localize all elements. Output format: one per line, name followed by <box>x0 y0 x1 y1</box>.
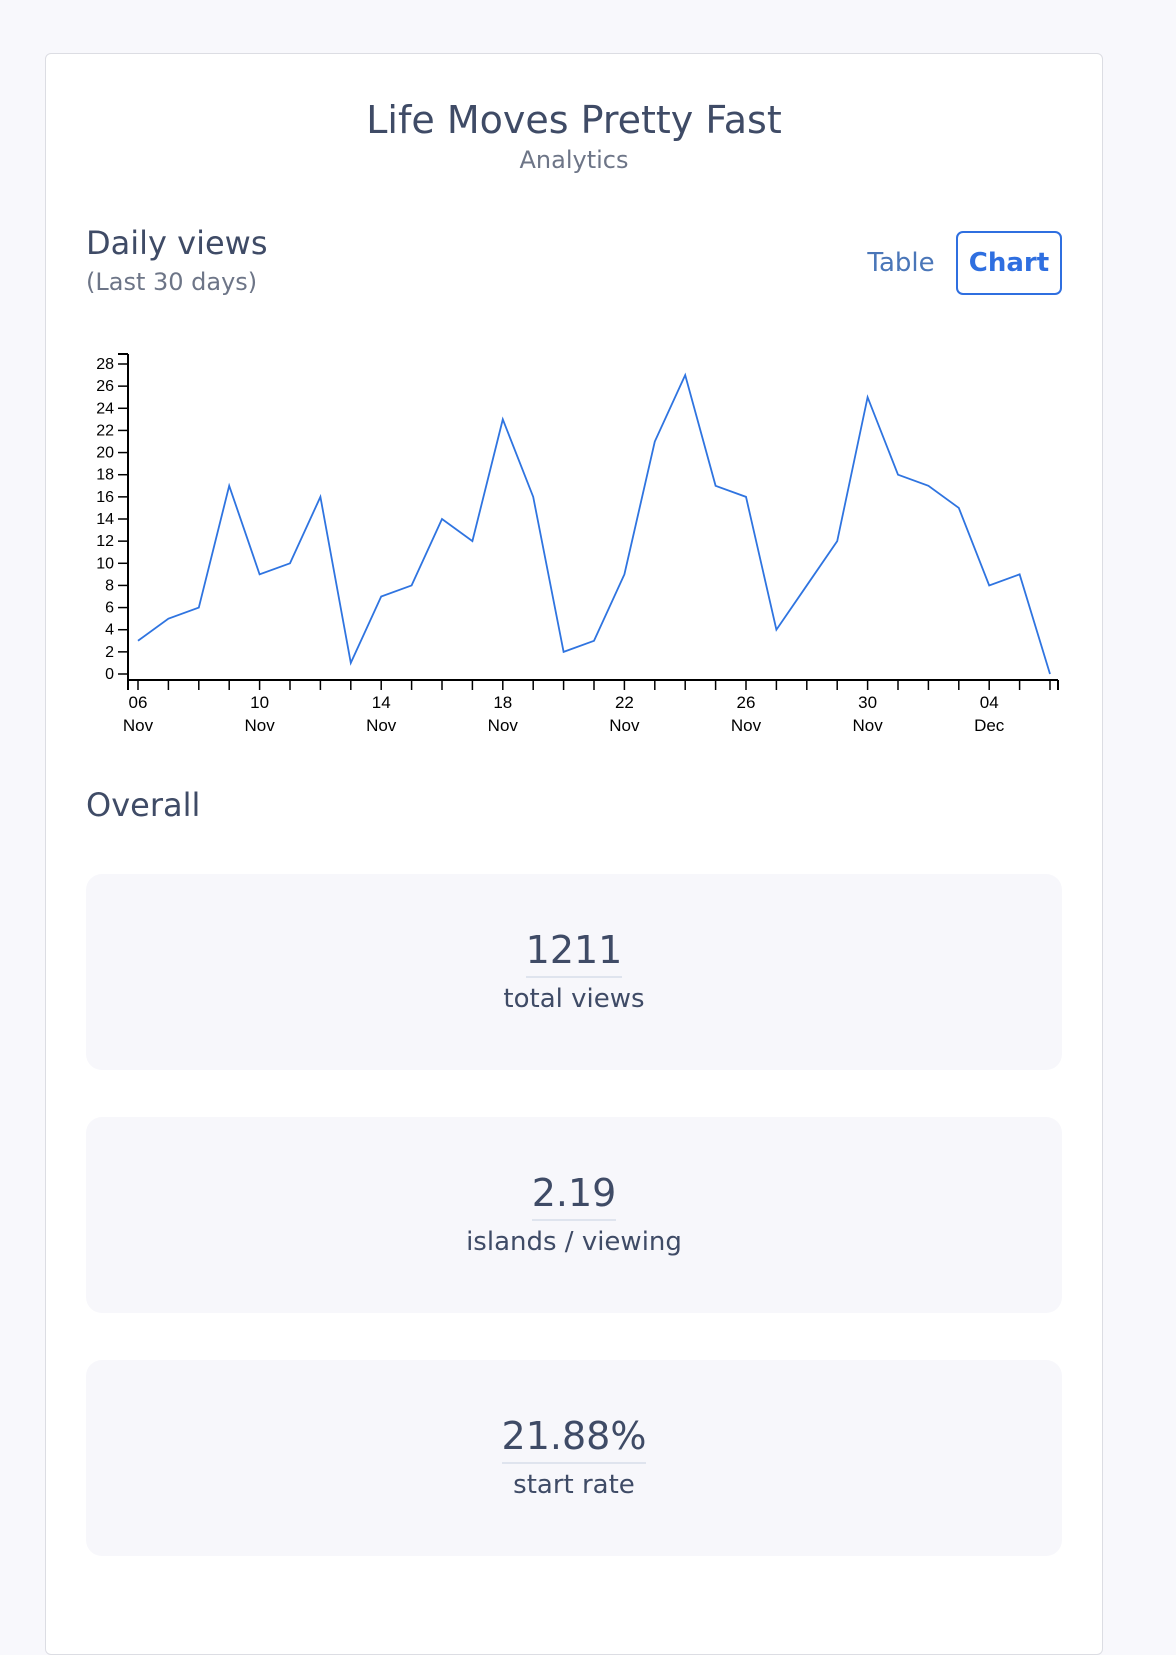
stat-label: total views <box>86 984 1062 1014</box>
y-tick-label: 8 <box>105 577 114 594</box>
x-tick-label-day: 30 <box>858 693 877 712</box>
y-tick-label: 26 <box>96 378 114 395</box>
page-subtitle: Analytics <box>46 146 1102 174</box>
daily-views-title: Daily views <box>86 224 268 262</box>
analytics-card: Life Moves Pretty Fast Analytics Daily v… <box>45 53 1103 1655</box>
stat-value: 1211 <box>526 928 623 978</box>
table-toggle-button[interactable]: Table <box>856 232 946 294</box>
y-tick-label: 12 <box>96 533 114 550</box>
y-tick-label: 4 <box>105 622 114 639</box>
stat-value: 2.19 <box>532 1171 617 1221</box>
x-tick-label-day: 26 <box>737 693 756 712</box>
x-tick-label-month: Nov <box>852 716 883 735</box>
overall-title: Overall <box>86 786 200 824</box>
y-tick-label: 10 <box>96 555 114 572</box>
stat-value: 21.88% <box>502 1414 647 1464</box>
y-tick-label: 6 <box>105 600 114 617</box>
y-tick-label: 22 <box>96 422 114 439</box>
y-tick-label: 0 <box>105 666 114 683</box>
x-tick-label-month: Nov <box>366 716 397 735</box>
x-tick-label-month: Dec <box>974 716 1005 735</box>
y-tick-label: 16 <box>96 489 114 506</box>
x-tick-label-month: Nov <box>731 716 762 735</box>
chart-toggle-button[interactable]: Chart <box>956 231 1062 295</box>
x-tick-label-day: 06 <box>129 693 148 712</box>
stat-card-total-views: 1211 total views <box>86 874 1062 1070</box>
stat-label: islands / viewing <box>86 1227 1062 1257</box>
daily-views-chart: 024681012141618202224262806Nov10Nov14Nov… <box>76 344 1076 754</box>
x-tick-label-day: 14 <box>372 693 391 712</box>
stat-card-start-rate: 21.88% start rate <box>86 1360 1062 1556</box>
x-tick-label-month: Nov <box>609 716 640 735</box>
y-tick-label: 20 <box>96 445 114 462</box>
x-tick-label-month: Nov <box>488 716 519 735</box>
y-tick-label: 2 <box>105 644 114 661</box>
x-tick-label-month: Nov <box>244 716 275 735</box>
daily-views-subtitle: (Last 30 days) <box>86 268 257 296</box>
x-tick-label-day: 10 <box>250 693 269 712</box>
y-tick-label: 14 <box>96 511 114 528</box>
stat-card-islands-per-viewing: 2.19 islands / viewing <box>86 1117 1062 1313</box>
x-tick-label-month: Nov <box>123 716 154 735</box>
page-title: Life Moves Pretty Fast <box>46 98 1102 142</box>
x-tick-label-day: 22 <box>615 693 634 712</box>
y-tick-label: 28 <box>96 356 114 373</box>
x-tick-label-day: 18 <box>493 693 512 712</box>
x-tick-label-day: 04 <box>980 693 999 712</box>
y-tick-label: 18 <box>96 467 114 484</box>
series-line <box>138 375 1050 674</box>
y-tick-label: 24 <box>96 400 114 417</box>
stat-label: start rate <box>86 1470 1062 1500</box>
